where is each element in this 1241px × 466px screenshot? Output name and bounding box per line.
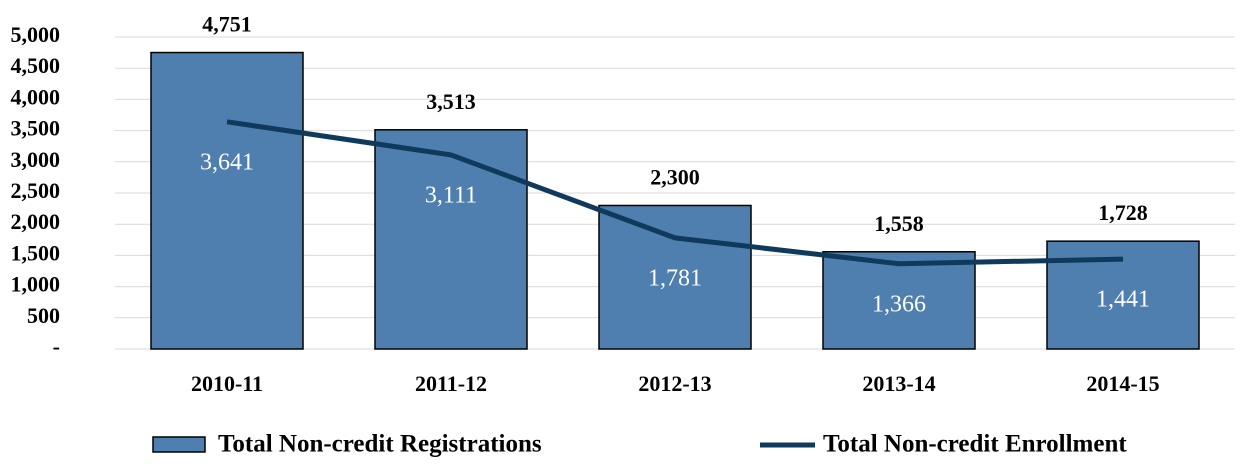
y-tick-label: 4,000 bbox=[11, 84, 61, 109]
line-value-label: 1,366 bbox=[872, 291, 926, 317]
bar-value-label: 2,300 bbox=[650, 165, 700, 190]
line-value-label: 3,111 bbox=[425, 182, 477, 208]
bar bbox=[822, 251, 976, 350]
x-tick-label: 2014-15 bbox=[1086, 371, 1159, 396]
x-tick-label: 2013-14 bbox=[862, 371, 935, 396]
y-tick-label: 4,500 bbox=[11, 53, 61, 78]
line-value-label: 1,441 bbox=[1096, 287, 1150, 313]
bar-value-label: 1,558 bbox=[874, 211, 924, 236]
y-tick-label: - bbox=[53, 334, 60, 359]
y-tick-label: 2,000 bbox=[11, 209, 61, 234]
legend-swatch bbox=[152, 436, 206, 453]
y-tick-label: 2,500 bbox=[11, 178, 61, 203]
y-tick-label: 1,500 bbox=[11, 240, 61, 265]
line-value-label: 3,641 bbox=[200, 149, 254, 175]
bar bbox=[150, 51, 304, 350]
bar-value-label: 4,751 bbox=[202, 12, 252, 37]
y-tick-label: 3,000 bbox=[11, 147, 61, 172]
y-tick-label: 500 bbox=[27, 303, 60, 328]
x-tick-label: 2011-12 bbox=[415, 371, 487, 396]
bar bbox=[374, 129, 528, 350]
y-tick-label: 5,000 bbox=[11, 22, 61, 47]
x-tick-label: 2012-13 bbox=[638, 371, 711, 396]
x-tick-label: 2010-11 bbox=[191, 371, 263, 396]
line-value-label: 1,781 bbox=[648, 265, 702, 291]
legend-label: Total Non-credit Registrations bbox=[218, 431, 542, 458]
bar-value-label: 3,513 bbox=[426, 89, 476, 114]
legend-label: Total Non-credit Enrollment bbox=[823, 431, 1127, 458]
y-tick-label: 3,500 bbox=[11, 116, 61, 141]
line bbox=[226, 119, 1124, 267]
bar-value-label: 1,728 bbox=[1098, 200, 1148, 225]
y-tick-label: 1,000 bbox=[11, 272, 61, 297]
bar bbox=[598, 204, 752, 350]
